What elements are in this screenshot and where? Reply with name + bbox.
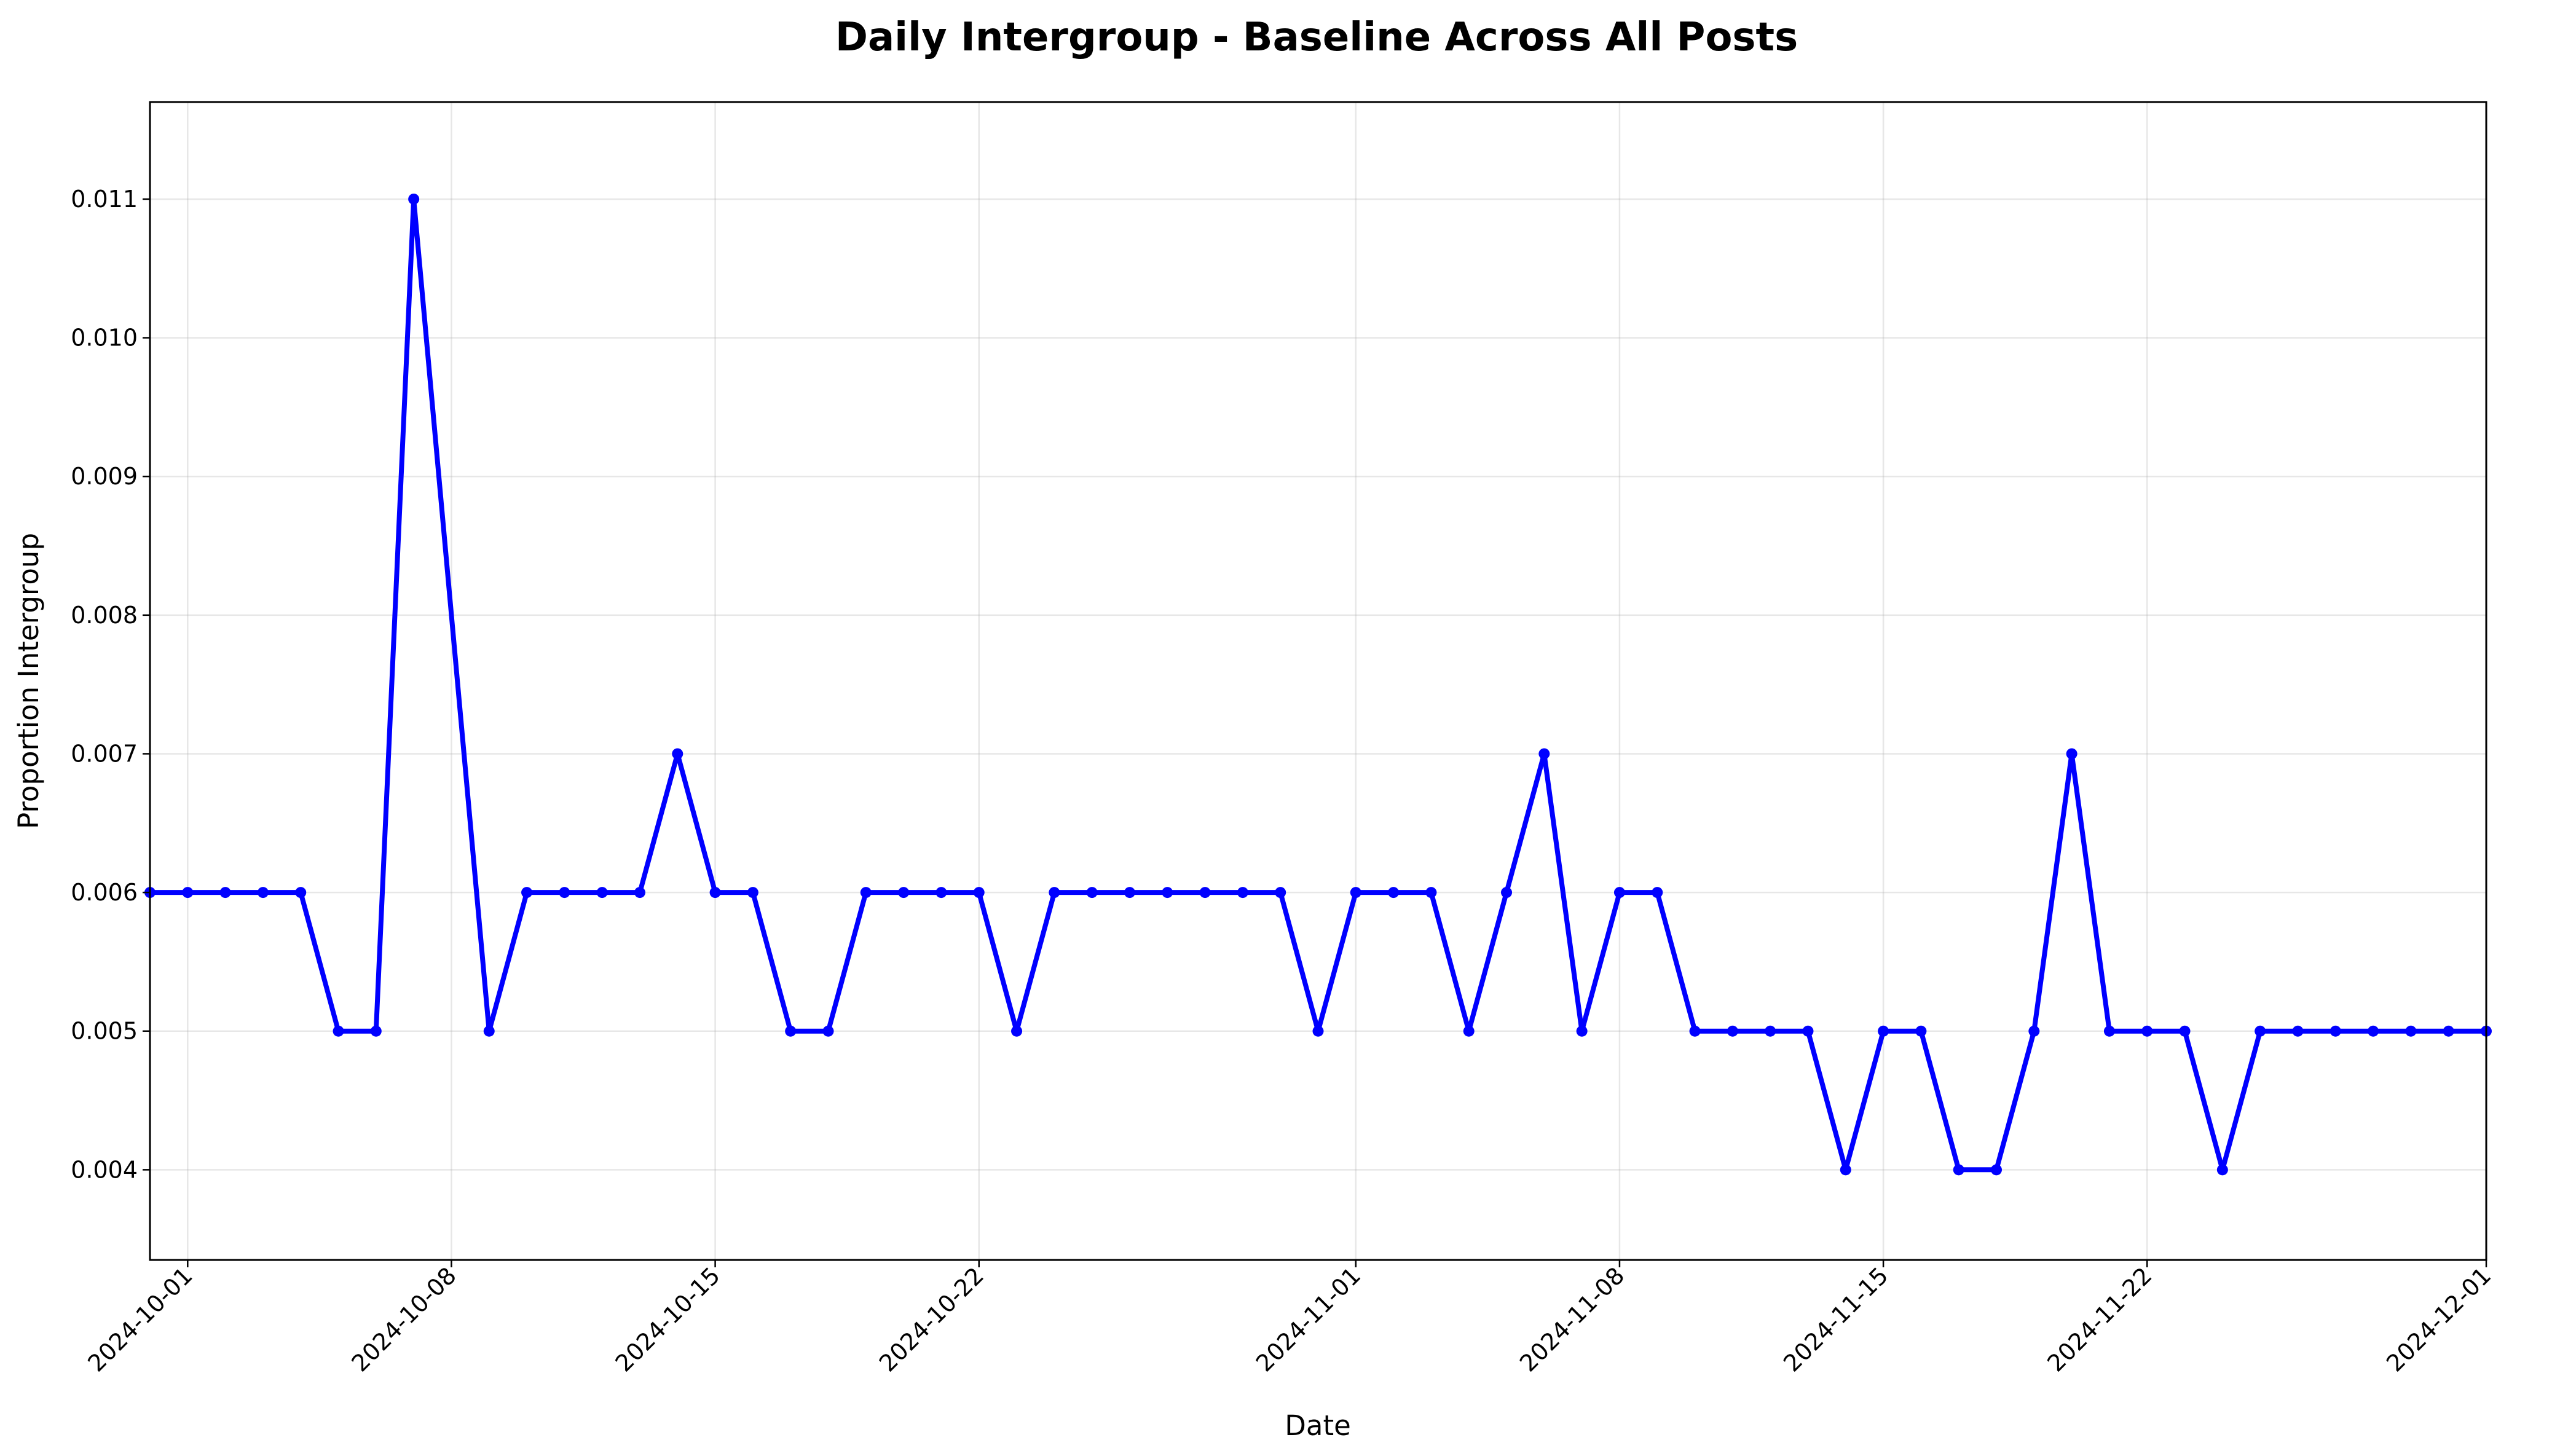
- data-point: [257, 887, 269, 899]
- data-point: [785, 1025, 797, 1037]
- data-point: [1312, 1025, 1324, 1037]
- data-point: [1124, 887, 1135, 899]
- data-point: [483, 1025, 495, 1037]
- data-point: [2255, 1025, 2266, 1037]
- data-point: [559, 887, 570, 899]
- data-point: [860, 887, 872, 899]
- data-point: [370, 1025, 382, 1037]
- data-point: [408, 193, 420, 205]
- data-point: [1613, 887, 1625, 899]
- data-point: [1652, 887, 1663, 899]
- y-axis-label: Proportion Intergroup: [12, 533, 45, 829]
- data-point: [1765, 1025, 1776, 1037]
- data-point: [935, 887, 947, 899]
- y-tick-label: 0.006: [71, 879, 138, 906]
- data-point: [1199, 887, 1211, 899]
- data-point: [295, 887, 307, 899]
- data-point: [1275, 887, 1286, 899]
- data-point: [1237, 887, 1248, 899]
- data-point: [1086, 887, 1098, 899]
- y-tick-label: 0.005: [71, 1018, 138, 1045]
- data-point: [219, 887, 231, 899]
- data-point: [1501, 887, 1513, 899]
- data-point: [2405, 1025, 2417, 1037]
- data-point: [1878, 1025, 1889, 1037]
- data-point: [1388, 887, 1400, 899]
- data-point: [898, 887, 910, 899]
- data-point: [1425, 887, 1437, 899]
- data-point: [182, 887, 194, 899]
- data-point: [1538, 748, 1550, 760]
- data-point: [634, 887, 645, 899]
- x-axis-label: Date: [1285, 1409, 1351, 1442]
- series-layer: [144, 193, 2492, 1176]
- data-point: [2103, 1025, 2115, 1037]
- data-point: [1350, 887, 1361, 899]
- data-point: [1463, 1025, 1475, 1037]
- data-point: [747, 887, 758, 899]
- data-point: [2141, 1025, 2153, 1037]
- y-tick-label: 0.010: [71, 325, 138, 352]
- series-line: [148, 196, 2489, 1173]
- data-point: [1162, 887, 1173, 899]
- data-point: [2066, 748, 2078, 760]
- data-point: [1840, 1164, 1851, 1176]
- data-point: [1576, 1025, 1588, 1037]
- y-tick-label: 0.008: [71, 602, 138, 629]
- data-point: [2216, 1164, 2228, 1176]
- data-point: [2443, 1025, 2454, 1037]
- data-point: [2179, 1025, 2191, 1037]
- data-point: [1049, 887, 1060, 899]
- y-tick-label: 0.004: [71, 1156, 138, 1183]
- data-point: [1689, 1025, 1701, 1037]
- data-point: [709, 887, 721, 899]
- chart-title: Daily Intergroup - Baseline Across All P…: [835, 15, 1798, 60]
- data-point: [1991, 1164, 2003, 1176]
- y-tick-label: 0.011: [71, 186, 138, 213]
- data-point: [521, 887, 533, 899]
- data-point: [672, 748, 683, 760]
- plot-frame: [149, 101, 2487, 1261]
- data-point: [1727, 1025, 1738, 1037]
- data-point: [2028, 1025, 2040, 1037]
- data-point: [2330, 1025, 2341, 1037]
- data-point: [1915, 1025, 1927, 1037]
- data-point: [333, 1025, 344, 1037]
- data-point: [2368, 1025, 2379, 1037]
- data-point: [596, 887, 608, 899]
- data-point: [822, 1025, 834, 1037]
- y-tick-label: 0.009: [71, 463, 138, 490]
- y-tick-label: 0.007: [71, 740, 138, 767]
- data-point: [1802, 1025, 1814, 1037]
- data-point: [1953, 1164, 1964, 1176]
- data-point: [1011, 1025, 1023, 1037]
- data-point: [2292, 1025, 2304, 1037]
- data-point: [973, 887, 985, 899]
